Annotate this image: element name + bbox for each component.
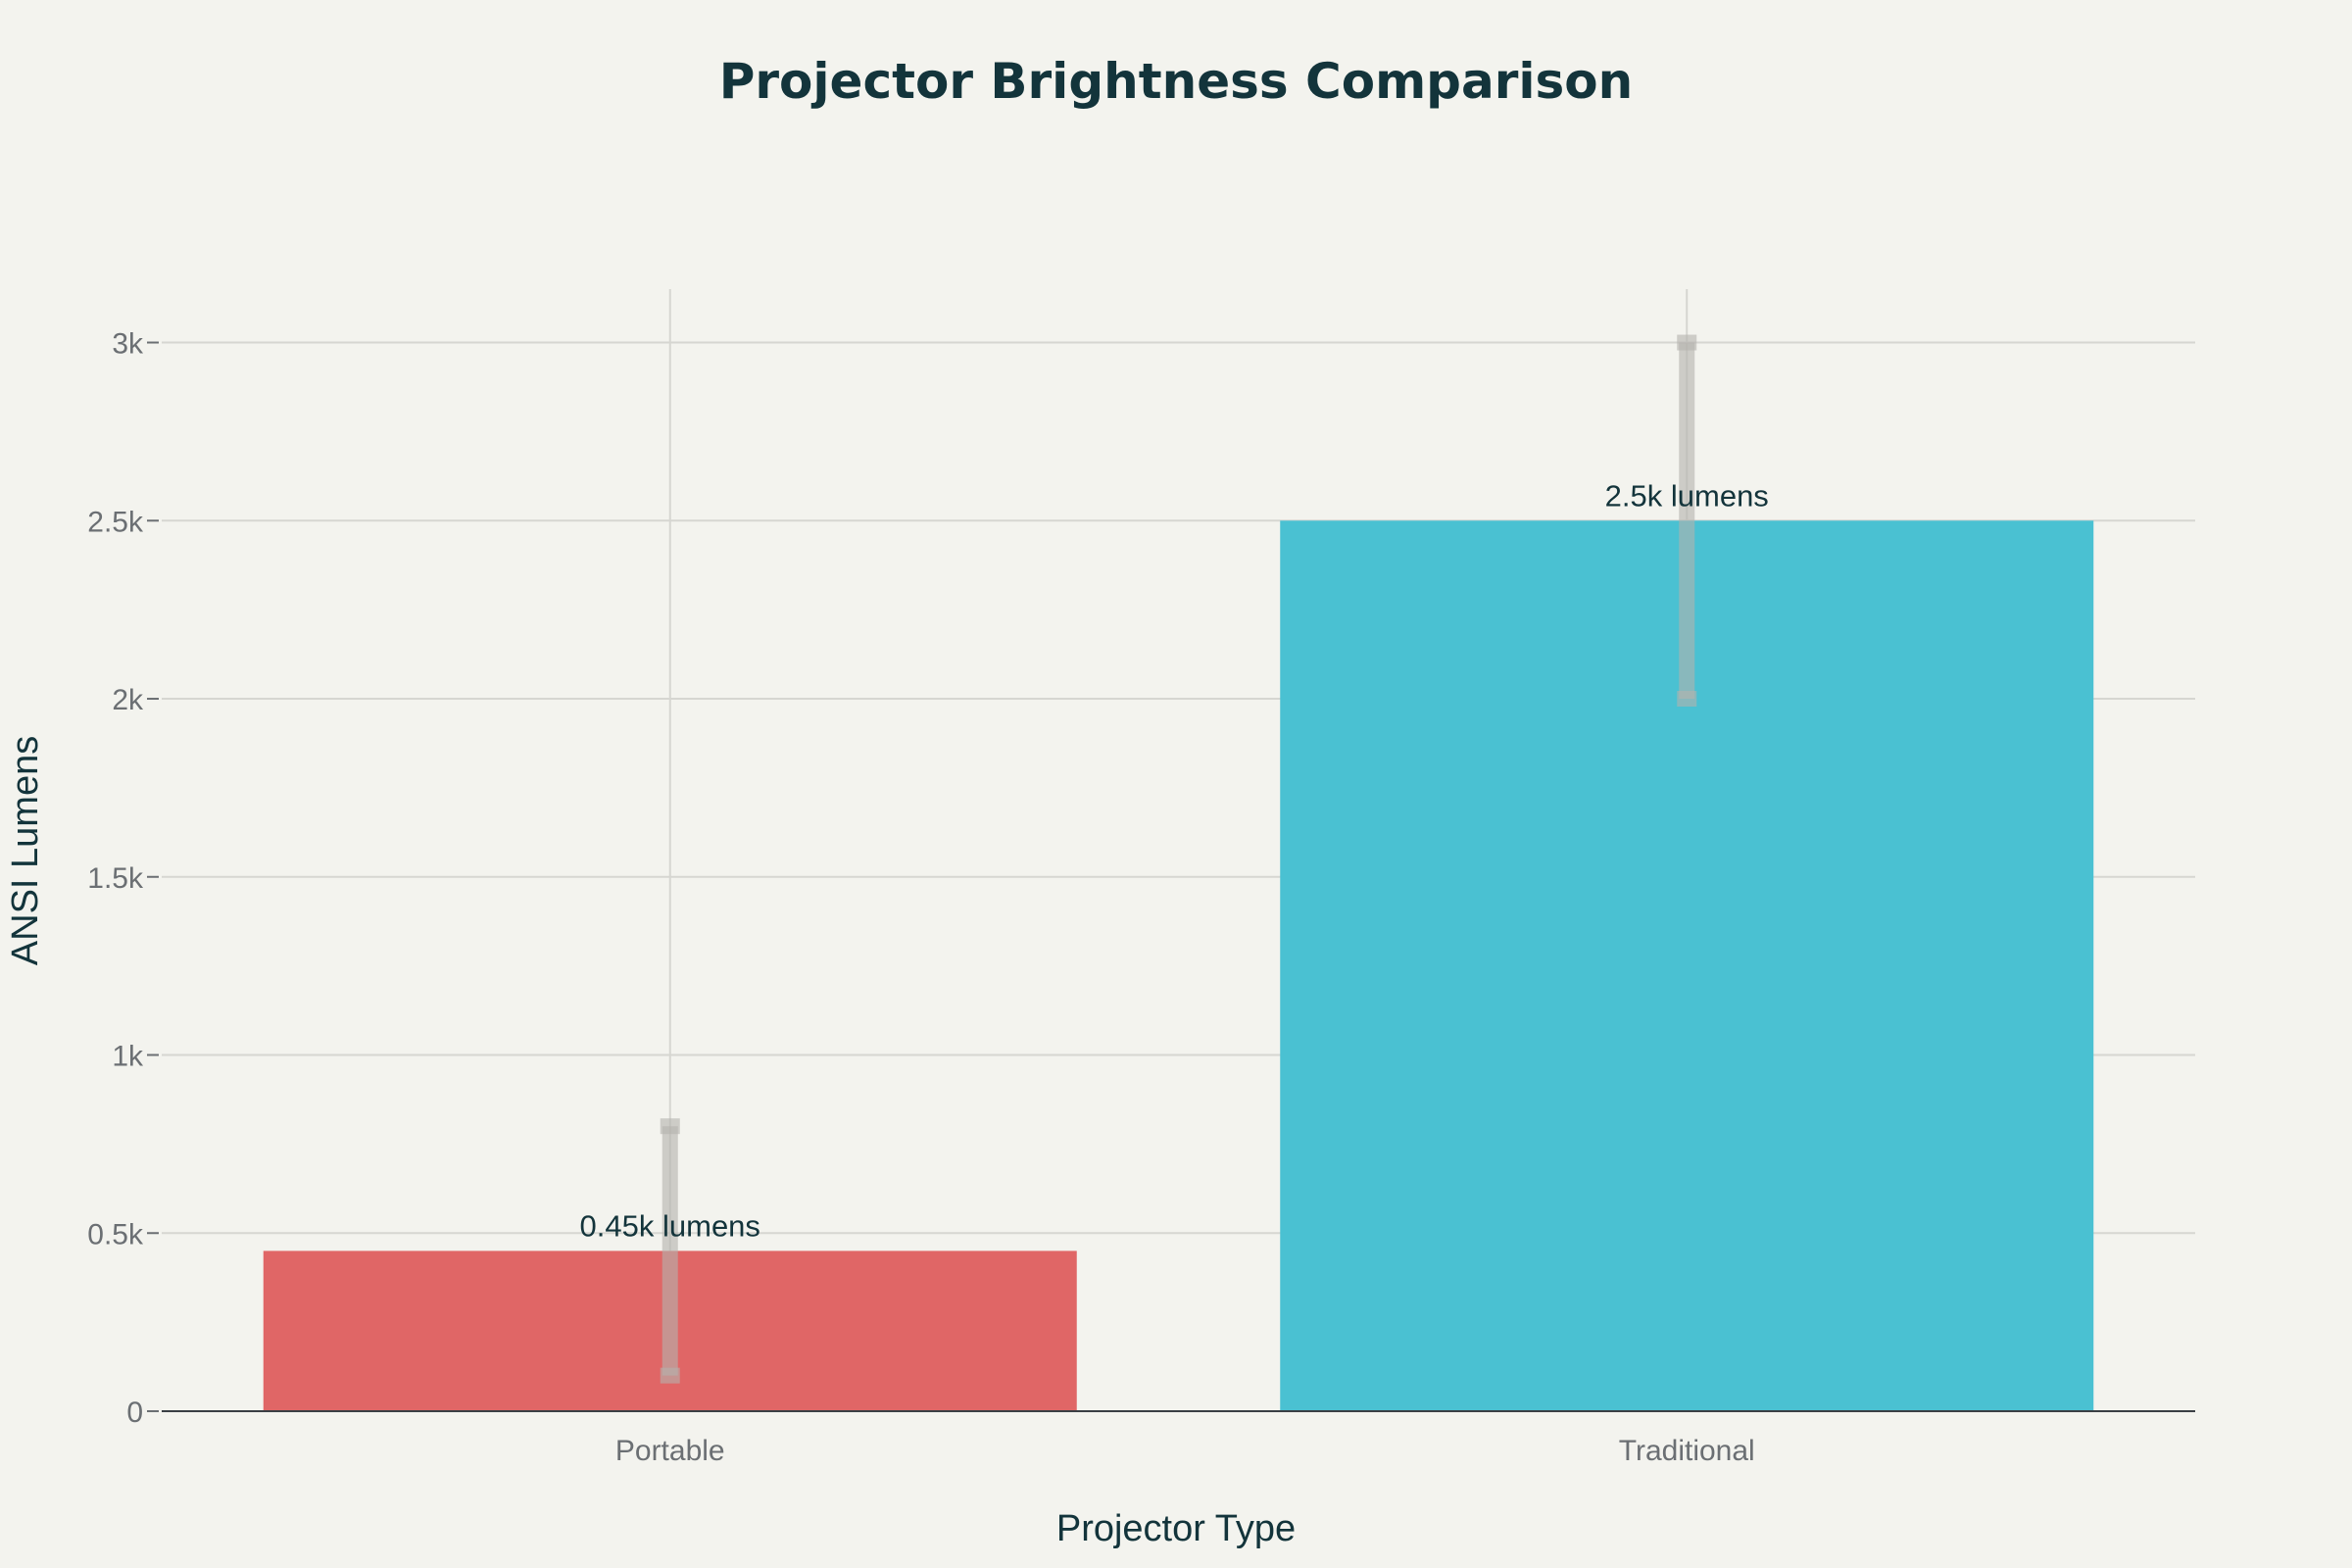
y-tick-label-3: 1.5k [87, 862, 144, 895]
y-tick-label-6: 3k [112, 328, 144, 361]
y-tick-label-5: 2.5k [87, 506, 144, 538]
bars [263, 520, 2094, 1411]
error-cap-high-1 [1677, 334, 1697, 351]
error-cap-high-0 [660, 1118, 680, 1135]
y-axis-ticks: 0 0.5k 1k 1.5k 2k 2.5k 3k [87, 328, 159, 1429]
y-tick-label-4: 2k [112, 684, 144, 716]
data-label-1: 2.5k lumens [1605, 478, 1769, 513]
x-axis-title: Projector Type [1056, 1508, 1296, 1549]
y-tick-label-0: 0 [126, 1396, 143, 1429]
y-axis-title: ANSI Lumens [5, 736, 46, 965]
data-labels: 0.45k lumens 2.5k lumens [580, 478, 1769, 1243]
x-tick-label-traditional: Traditional [1619, 1435, 1755, 1467]
error-bars [660, 334, 1697, 1384]
y-tick-label-2: 1k [112, 1041, 144, 1073]
y-tick-label-1: 0.5k [87, 1218, 144, 1250]
error-cap-low-0 [660, 1367, 680, 1384]
x-axis-ticks: Portable Traditional [615, 1435, 1755, 1467]
error-cap-low-1 [1677, 691, 1697, 708]
x-tick-label-portable: Portable [615, 1435, 725, 1467]
chart-title: Projector Brightness Comparison [719, 53, 1633, 110]
data-label-0: 0.45k lumens [580, 1208, 760, 1243]
